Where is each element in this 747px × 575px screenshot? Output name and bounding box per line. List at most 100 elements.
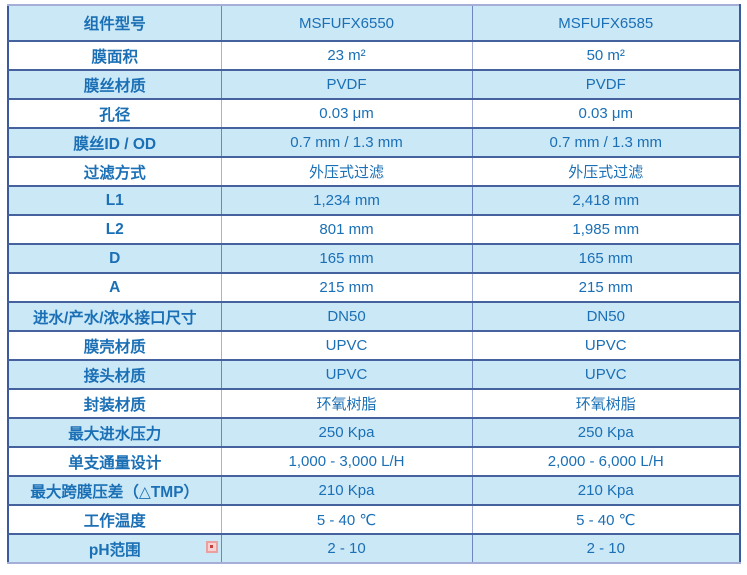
row-value-cell: 250 Kpa (471, 417, 740, 447)
row-value-cell: 210 Kpa (471, 475, 740, 505)
cell-text: 165 mm (319, 250, 374, 267)
row-value-cell: 0.03 μm (471, 98, 740, 128)
image-anchor-icon (205, 540, 218, 553)
cell-text: 215 mm (319, 279, 374, 296)
row-label-cell: 工作温度 (8, 504, 221, 534)
row-label-cell: 进水/产水/浓水接口尺寸 (8, 301, 221, 331)
row-value-cell: 210 Kpa (220, 475, 472, 505)
row-value-cell: 215 mm (471, 272, 740, 302)
cell-text: 过滤方式 (83, 164, 146, 182)
row-value-cell: MSFUFX6550 (220, 5, 472, 41)
cell-text: L1 (105, 191, 124, 209)
cell-text: 外压式过滤 (308, 164, 384, 181)
spec-row: 孔径 0.03 μm 0.03 μm (8, 98, 740, 128)
spec-row: 过滤方式 外压式过滤 外压式过滤 (8, 156, 740, 186)
cell-text: 215 mm (578, 279, 633, 296)
row-value-cell: UPVC (471, 359, 740, 389)
row-value-cell: 2 - 10 (220, 533, 472, 563)
spec-row: pH范围 2 - 10 2 - 10 (8, 533, 740, 563)
cell-text: MSFUFX6585 (558, 14, 654, 32)
cell-text: PVDF (585, 76, 626, 93)
row-value-cell: 215 mm (220, 272, 472, 302)
row-value-cell: 801 mm (220, 214, 472, 244)
spec-row: 单支通量设计 1,000 - 3,000 L/H 2,000 - 6,000 L/H (8, 446, 740, 476)
row-label-cell: 最大进水压力 (8, 417, 221, 447)
cell-text: 210 Kpa (318, 482, 375, 499)
row-label-cell: 孔径 (8, 98, 221, 128)
row-value-cell: 2 - 10 (471, 533, 740, 563)
cell-text: 0.7 mm / 1.3 mm (549, 134, 663, 151)
spec-row: 膜丝ID / OD 0.7 mm / 1.3 mm 0.7 mm / 1.3 mm (8, 127, 740, 157)
spec-row: L1 1,234 mm 2,418 mm (8, 185, 740, 215)
cell-text: DN50 (586, 308, 625, 325)
cell-text: 1,234 mm (313, 192, 380, 209)
cell-text: 250 Kpa (577, 424, 634, 441)
spec-row: 最大进水压力 250 Kpa 250 Kpa (8, 417, 740, 447)
row-value-cell: 0.7 mm / 1.3 mm (471, 127, 740, 157)
cell-text: PVDF (326, 76, 367, 93)
cell-text: MSFUFX6550 (298, 14, 395, 32)
cell-text: 孔径 (99, 106, 131, 124)
cell-text: 250 Kpa (318, 424, 375, 441)
row-value-cell: 1,000 - 3,000 L/H (220, 446, 472, 476)
row-value-cell: PVDF (471, 69, 740, 99)
row-value-cell: 1,985 mm (471, 214, 740, 244)
row-value-cell: UPVC (220, 359, 472, 389)
row-label-cell: 封装材质 (8, 388, 221, 418)
row-value-cell: 5 - 40 ℃ (220, 504, 472, 534)
row-label-cell: 膜丝材质 (8, 69, 221, 99)
row-value-cell: 165 mm (220, 243, 472, 273)
cell-text: 环氧树脂 (575, 396, 636, 413)
row-value-cell: 外压式过滤 (220, 156, 472, 186)
cell-text: 801 mm (319, 221, 374, 238)
spec-table-body: 组件型号 MSFUFX6550 MSFUFX6585 膜面积 23 m² 50 m² 膜丝材… (8, 5, 740, 563)
cell-text: DN50 (327, 308, 366, 325)
cell-text: 最大进水压力 (68, 425, 162, 443)
row-value-cell: 2,418 mm (471, 185, 740, 215)
spec-row: 膜丝材质 PVDF PVDF (8, 69, 740, 99)
spec-row: 工作温度 5 - 40 ℃ 5 - 40 ℃ (8, 504, 740, 534)
cell-text: D (109, 249, 121, 267)
row-label-cell: 过滤方式 (8, 156, 221, 186)
cell-text: UPVC (584, 366, 627, 383)
spec-row: D 165 mm 165 mm (8, 243, 740, 273)
cell-text: 5 - 40 ℃ (316, 511, 377, 529)
row-value-cell: DN50 (471, 301, 740, 331)
row-value-cell: 5 - 40 ℃ (471, 504, 740, 534)
cell-text: 进水/产水/浓水接口尺寸 (32, 309, 197, 327)
cell-text: 2,418 mm (572, 192, 640, 209)
row-value-cell: PVDF (220, 69, 472, 99)
cell-text: 工作温度 (83, 512, 146, 530)
cell-text: 2,000 - 6,000 L/H (547, 453, 664, 470)
row-label-cell: 膜壳材质 (8, 330, 221, 360)
spec-table-container: 组件型号 MSFUFX6550 MSFUFX6585 膜面积 23 m² 50 m² 膜丝材… (7, 4, 741, 564)
spec-row: 膜面积 23 m² 50 m² (8, 40, 740, 70)
cell-text: 2 - 10 (327, 540, 366, 557)
row-value-cell: 50 m² (471, 40, 740, 70)
cell-text: UPVC (584, 337, 627, 354)
row-value-cell: 外压式过滤 (471, 156, 740, 186)
cell-text: 组件型号 (83, 16, 146, 33)
cell-text: 膜面积 (91, 48, 138, 66)
cell-text: 165 mm (578, 250, 633, 267)
spec-row: L2 801 mm 1,985 mm (8, 214, 740, 244)
cell-text: 1,985 mm (572, 221, 640, 238)
row-value-cell: 250 Kpa (220, 417, 472, 447)
row-label-cell: 膜面积 (8, 40, 221, 70)
cell-text: UPVC (325, 337, 368, 354)
row-value-cell: 环氧树脂 (471, 388, 740, 418)
spec-row: 接头材质 UPVC UPVC (8, 359, 740, 389)
cell-text: 23 m² (327, 47, 366, 64)
cell-text: pH范围 (88, 541, 141, 559)
row-label-cell: 最大跨膜压差（△TMP） (8, 475, 221, 505)
cell-text: UPVC (325, 366, 368, 383)
cell-text: 膜丝ID / OD (73, 135, 157, 153)
row-value-cell: 1,234 mm (220, 185, 472, 215)
cell-text: L2 (105, 220, 124, 238)
row-label-cell: L1 (8, 185, 221, 215)
cell-text: 0.03 μm (578, 105, 634, 122)
cell-text: A (109, 278, 121, 296)
cell-text: 接头材质 (83, 367, 146, 385)
row-label-cell: pH范围 (8, 533, 221, 563)
spec-row: 进水/产水/浓水接口尺寸 DN50 DN50 (8, 301, 740, 331)
